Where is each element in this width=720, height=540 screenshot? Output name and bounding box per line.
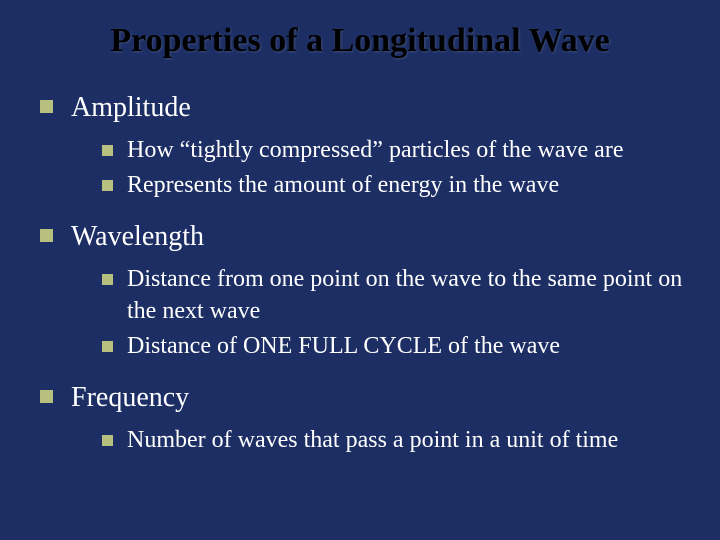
slide-title: Properties of a Longitudinal Wave xyxy=(30,22,690,60)
list-item: Distance from one point on the wave to t… xyxy=(102,264,690,326)
square-bullet-icon xyxy=(40,390,53,403)
level1-text: Wavelength xyxy=(71,219,204,254)
square-bullet-icon xyxy=(102,145,113,156)
square-bullet-icon xyxy=(102,274,113,285)
list-item: How “tightly compressed” particles of th… xyxy=(102,135,690,166)
list-item: Distance of ONE FULL CYCLE of the wave xyxy=(102,331,690,362)
list-item: Number of waves that pass a point in a u… xyxy=(102,425,690,456)
level2-text: How “tightly compressed” particles of th… xyxy=(127,135,623,166)
level2-text: Distance from one point on the wave to t… xyxy=(127,264,687,326)
square-bullet-icon xyxy=(102,435,113,446)
list-item: Amplitude xyxy=(40,90,690,125)
square-bullet-icon xyxy=(102,180,113,191)
level2-text: Distance of ONE FULL CYCLE of the wave xyxy=(127,331,560,362)
level1-text: Amplitude xyxy=(71,90,191,125)
list-item: Wavelength xyxy=(40,219,690,254)
square-bullet-icon xyxy=(40,100,53,113)
level2-text: Number of waves that pass a point in a u… xyxy=(127,425,618,456)
level2-text: Represents the amount of energy in the w… xyxy=(127,170,559,201)
level1-text: Frequency xyxy=(71,380,189,415)
square-bullet-icon xyxy=(102,341,113,352)
list-item: Represents the amount of energy in the w… xyxy=(102,170,690,201)
square-bullet-icon xyxy=(40,229,53,242)
list-item: Frequency xyxy=(40,380,690,415)
